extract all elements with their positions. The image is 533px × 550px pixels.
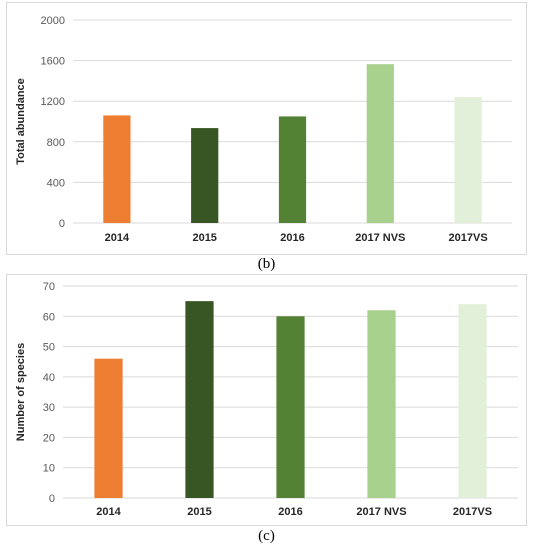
chart-c-plot: 0 10 20 30 40 50 60 70 Number of species 2014 2015… [15, 281, 518, 518]
bar [278, 116, 307, 223]
x-tick-label: 2014 [96, 506, 121, 518]
chart-b-plot: 0 400 800 1200 1600 2000 Total abundance 2014 20… [15, 15, 512, 244]
caption-c: (c) [258, 528, 275, 544]
bar [366, 64, 394, 223]
x-tick-label: 2014 [105, 232, 130, 244]
bar [454, 97, 482, 223]
chart-panel-c: 0 10 20 30 40 50 60 70 Number of species 2014 2015… [6, 274, 527, 526]
x-tick-label: 2015 [187, 506, 211, 518]
y-tick-label: 70 [43, 281, 55, 293]
y-tick-label: 0 [49, 493, 55, 505]
bar [367, 310, 396, 498]
x-tick-label: 2016 [280, 232, 304, 244]
y-tick-label: 800 [47, 137, 65, 149]
x-tick-label: 2017 NVS [355, 232, 405, 244]
y-tick-label: 60 [43, 311, 55, 323]
y-axis-label: Total abundance [15, 78, 27, 165]
caption-b: (b) [257, 256, 276, 272]
y-tick-label: 50 [43, 342, 55, 354]
bar [276, 316, 305, 498]
y-tick-label: 1600 [41, 56, 65, 68]
x-tick-label: 2017VS [453, 506, 492, 518]
y-tick-label: 1200 [41, 96, 65, 108]
bar [191, 128, 219, 223]
y-tick-label: 0 [59, 218, 65, 230]
y-tick-label: 400 [47, 177, 65, 189]
y-axis-label: Number of species [15, 343, 27, 441]
y-tick-label: 30 [43, 402, 55, 414]
bar [94, 358, 123, 498]
bar [458, 304, 487, 498]
y-tick-label: 20 [43, 432, 55, 444]
bar [103, 115, 131, 223]
x-tick-label: 2017VS [449, 232, 488, 244]
y-tick-label: 40 [43, 372, 55, 384]
x-tick-label: 2017 NVS [356, 506, 406, 518]
bar [185, 301, 214, 498]
y-tick-label: 2000 [41, 15, 65, 27]
x-tick-label: 2016 [278, 506, 302, 518]
chart-panel-b: 0 400 800 1200 1600 2000 Total abundance 2014 20… [6, 2, 527, 255]
x-tick-label: 2015 [192, 232, 216, 244]
y-tick-label: 10 [43, 463, 55, 475]
